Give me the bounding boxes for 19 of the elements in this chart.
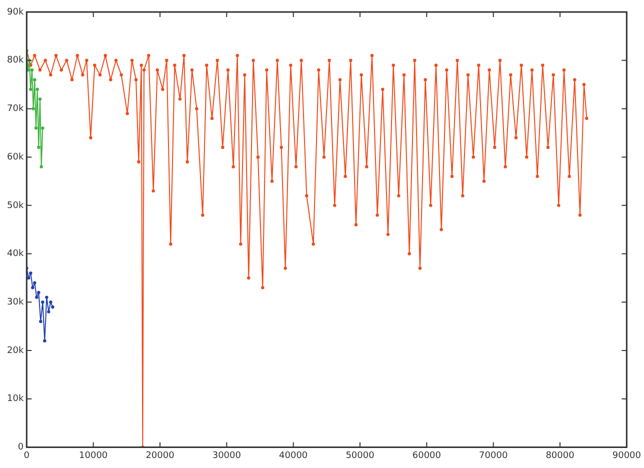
x-tick-label: 40000 <box>279 450 308 461</box>
x-tick-label: 20000 <box>146 450 175 461</box>
y-tick-label: 30k <box>6 297 24 308</box>
x-tick-label: 30000 <box>212 450 242 461</box>
x-tick-label: 50000 <box>346 450 375 461</box>
y-tick-label: 70k <box>6 104 24 114</box>
y-tick-label: 80k <box>6 56 24 66</box>
y-tick-label: 50k <box>6 200 24 211</box>
y-tick-label: 60k <box>6 152 24 162</box>
x-tick-label: 10000 <box>79 450 108 461</box>
y-tick-label: 90k <box>6 7 24 18</box>
x-tick-label: 60000 <box>412 450 442 461</box>
y-tick-label: 20k <box>6 346 24 356</box>
x-tick-label: 90000 <box>612 450 642 461</box>
y-tick-label: 40k <box>6 249 24 260</box>
x-tick-label: 80000 <box>546 450 575 461</box>
y-tick-label: 10k <box>6 394 24 404</box>
x-tick-label: 70000 <box>479 450 508 461</box>
y-tick-label: 0 <box>18 442 24 453</box>
